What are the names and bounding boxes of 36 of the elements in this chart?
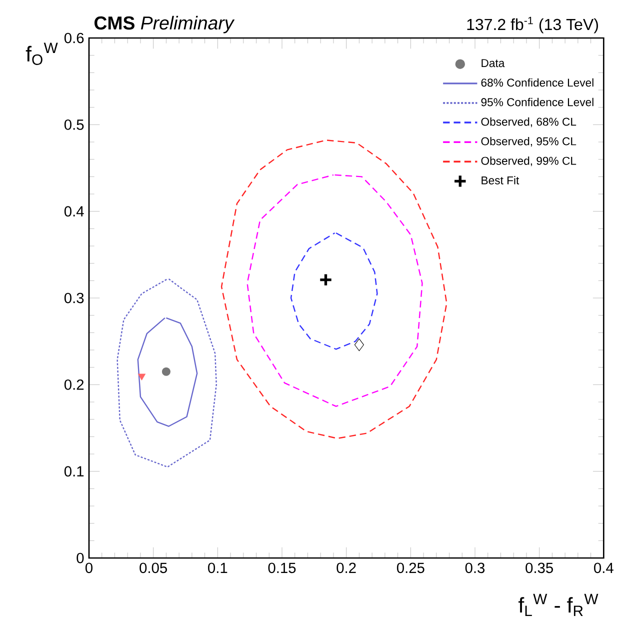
legend-label: 68% Confidence Level: [481, 78, 594, 87]
legend-label: Observed, 68% CL: [481, 117, 576, 128]
x-tick-label: 0.2: [336, 562, 356, 574]
line-series: [137, 317, 198, 427]
point: [318, 272, 333, 287]
x-tick-label: 0: [85, 562, 92, 574]
y-tick-label: 0.6: [64, 32, 84, 44]
y-tick-label: 0: [76, 552, 84, 564]
x-tick-label: 0.35: [526, 562, 553, 574]
line-series: [290, 232, 378, 350]
chart-title: CMS Preliminary: [94, 16, 235, 34]
line-series: [116, 278, 217, 468]
x-tick-label: 0.15: [268, 562, 296, 574]
legend-label: Observed, 95% CL: [481, 136, 576, 147]
x-tick-label: 0.1: [208, 562, 228, 574]
x-tick-label: 0.3: [465, 562, 485, 574]
legend-label: Data: [482, 59, 505, 68]
point: [354, 338, 364, 352]
point: [162, 367, 170, 376]
legend-label: Observed, 99% CL: [481, 156, 576, 166]
x-tick-label: 0.4: [594, 562, 614, 574]
y-tick-label: 0.2: [64, 379, 84, 390]
x-tick-label: 0.25: [396, 562, 424, 574]
x-tick-label: 0.05: [140, 562, 167, 574]
line-series: [220, 140, 448, 439]
legend-label: 95% Confidence Level: [481, 98, 594, 106]
line-series: [246, 174, 423, 407]
x-axis-title: f$_{L}$$^{W}$ - f$_{R}$W: [518, 594, 598, 616]
point: [138, 374, 146, 380]
y-tick-label: 0.5: [64, 119, 84, 130]
y-axis-title: f$_{O}$W: [26, 42, 58, 65]
legend-label: Best Fit: [482, 176, 520, 184]
y-tick-label: 0.1: [64, 466, 84, 477]
y-tick-label: 0.4: [64, 206, 84, 217]
chart-subtitle: 137.2 fb$^{-1}$ (13 TeV): [467, 16, 598, 34]
y-tick-label: 0.3: [64, 292, 84, 304]
